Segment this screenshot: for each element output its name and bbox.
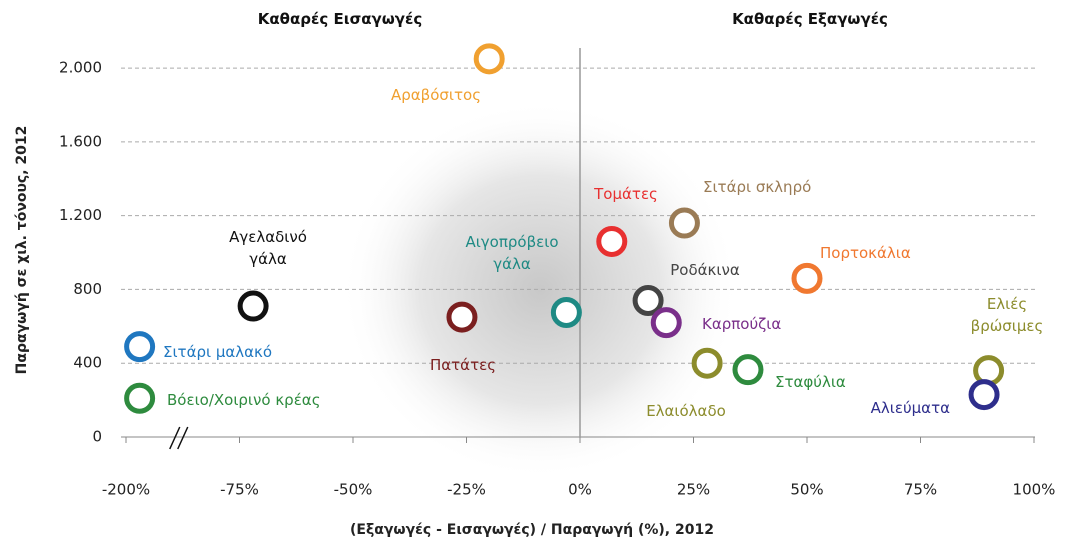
data-point [446, 301, 478, 333]
point-label: Αιγοπρόβειο γάλα [465, 233, 559, 273]
x-tick-label: -75% [220, 481, 259, 499]
point-label: Πορτοκάλια [820, 244, 911, 262]
x-tick-label: 100% [1013, 481, 1056, 499]
data-point [237, 290, 269, 322]
point-label: Ελιές βρώσιμες [970, 295, 1044, 335]
y-tick-label: 400 [73, 354, 102, 372]
data-point [632, 284, 664, 316]
data-point [124, 331, 156, 363]
y-tick-label: 2.000 [59, 59, 102, 77]
y-tick-label: 1.200 [59, 206, 102, 224]
y-tick-label: 800 [73, 280, 102, 298]
x-tick-label: 25% [677, 481, 710, 499]
data-point [473, 43, 505, 75]
x-tick-label: -200% [102, 481, 150, 499]
point-label: Αραβόσιτος [390, 86, 482, 104]
point-label: Καρπούζια [702, 315, 782, 333]
point-label: Ροδάκινα [670, 261, 740, 279]
data-point [791, 262, 823, 294]
x-tick-label: 0% [568, 481, 592, 499]
x-axis-title: (Εξαγωγές - Εισαγωγές) / Παραγωγή (%), 2… [350, 522, 714, 538]
data-point [732, 354, 764, 386]
data-point [124, 382, 156, 414]
point-label: Αλιεύματα [870, 399, 950, 417]
point-label: Σιτάρι μαλακό [163, 343, 273, 361]
y-axis-title: Παραγωγή σε χιλ. τόνους, 2012 [14, 126, 30, 375]
data-point [691, 347, 723, 379]
data-point [668, 207, 700, 239]
x-tick-label: 50% [790, 481, 823, 499]
right-header: Καθαρές Εξαγωγές [732, 10, 888, 28]
point-label: Σταφύλια [775, 373, 846, 391]
data-point [550, 296, 582, 328]
point-label: Αγελαδινό γάλα [229, 228, 307, 268]
point-label: Τομάτες [594, 185, 658, 203]
background-glow [340, 100, 740, 480]
x-tick-label: -25% [447, 481, 486, 499]
point-label: Σιτάρι σκληρό [703, 178, 812, 196]
y-tick-label: 0 [92, 428, 102, 446]
data-point [650, 307, 682, 339]
data-point [596, 225, 628, 257]
point-label: Ελαιόλαδο [646, 402, 726, 420]
x-tick-label: -50% [334, 481, 373, 499]
x-tick-label: 75% [904, 481, 937, 499]
left-header: Καθαρές Εισαγωγές [257, 10, 423, 28]
axis-break [169, 426, 181, 450]
y-tick-label: 1.600 [59, 132, 102, 150]
point-label: Βόειο/Χοιρινό κρέας [167, 391, 321, 409]
data-point [973, 355, 1005, 387]
axis-break [177, 426, 189, 450]
data-point [968, 379, 1000, 411]
point-label: Πατάτες [429, 356, 497, 374]
